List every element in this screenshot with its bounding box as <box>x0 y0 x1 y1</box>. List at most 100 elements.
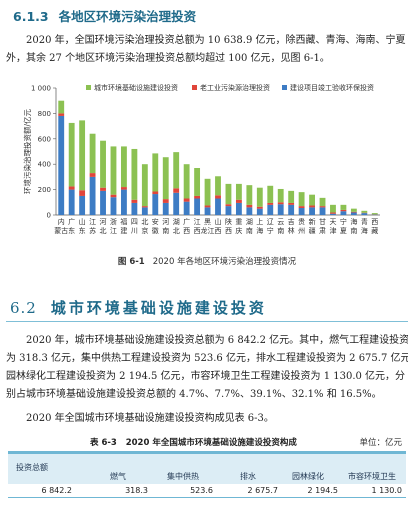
bar-segment <box>319 207 326 215</box>
bar-segment <box>110 194 117 198</box>
investment-paragraph: 2020 年，城市环境基础设施建设投资总额为 6 842.2 亿元。其中，燃气工… <box>6 332 408 404</box>
x-tick-label: 南 <box>162 226 169 235</box>
legend-swatch <box>282 85 287 90</box>
x-tick-label: 宁 <box>267 226 274 235</box>
x-tick-label: 藏 <box>371 226 378 235</box>
section-heading-6-2: 6.2 城市环境基础设施建设投资 <box>10 297 267 318</box>
bar-segment <box>110 197 117 215</box>
bar-segment <box>350 211 357 213</box>
bar-segment <box>68 186 75 190</box>
table-row: 6 842.2 318.3 523.6 2 675.7 2 194.5 1 13… <box>8 484 406 498</box>
y-tick-label: 200 <box>38 186 51 194</box>
bar-segment <box>309 205 315 208</box>
bar-segment <box>319 197 326 207</box>
table-top-rule <box>8 451 406 454</box>
bar-segment <box>58 100 65 114</box>
x-tick-label: 京 <box>141 226 148 235</box>
section-number: 6.2 <box>10 299 37 317</box>
bar-segment <box>371 213 378 215</box>
bar-segment <box>235 183 242 200</box>
table-number: 表 6-3 <box>90 438 117 448</box>
x-tick-label: 山 <box>79 217 86 226</box>
y-tick-label: 1 000 <box>31 85 51 93</box>
x-tick-label: 龙江 <box>201 226 215 235</box>
x-tick-label: 东 <box>79 226 86 235</box>
x-tick-label: 疆 <box>309 227 316 235</box>
bar-segment <box>152 153 159 192</box>
bar-segment <box>152 194 159 215</box>
x-tick-label: 贵 <box>298 217 305 226</box>
bar-segment <box>131 199 138 203</box>
bar-segment <box>173 152 180 189</box>
bar-segment <box>152 191 159 195</box>
x-tick-label: 西 <box>215 227 222 235</box>
x-tick-label: 北 <box>173 227 180 235</box>
x-tick-label: 江 <box>89 218 96 226</box>
paragraph-line: 2020 年，全国环境污染治理投资总额为 10 638.9 亿元，除西藏、青海、… <box>26 35 406 46</box>
bar-segment <box>121 146 127 188</box>
stacked-bar-chart: 环境污染治理投资额/亿元 0 200 400 600 800 1 000 城市环境基础设施建设… <box>22 83 380 235</box>
bar-segment <box>350 212 357 215</box>
x-tick-label: 吉 <box>288 218 295 226</box>
legend-swatch <box>86 85 91 90</box>
x-tick-label: 江 <box>110 227 117 235</box>
y-tick-label: 0 <box>47 212 51 220</box>
bar-segment <box>225 183 232 205</box>
bar-segment <box>58 115 65 215</box>
bar-segment <box>79 190 86 196</box>
x-tick-label: 北 <box>141 218 148 226</box>
x-tick-label: 建 <box>120 226 127 235</box>
x-tick-label: 湖 <box>246 217 253 226</box>
bar-segment <box>330 213 336 215</box>
x-tick-label: 云 <box>277 218 284 226</box>
bar-segment <box>267 204 274 215</box>
paragraph-line: 2020 年，城市环境基础设施建设投资总额为 6 842.2 亿元。其中，燃气工… <box>26 335 408 346</box>
legend-label: 建设项目竣工验收环保投资 <box>290 83 374 92</box>
x-tick-label: 夏 <box>340 227 347 235</box>
bar-segment <box>110 146 117 195</box>
x-tick-label: 西 <box>194 227 201 235</box>
x-tick-label: 广 <box>183 217 190 226</box>
bar-segment <box>267 202 274 205</box>
bar-segment <box>298 192 305 207</box>
x-tick-label: 津 <box>329 227 336 235</box>
legend-swatch <box>192 85 197 90</box>
bar-segment <box>340 211 347 215</box>
bar-segment <box>235 202 242 215</box>
bar-segment <box>225 206 232 215</box>
bar-segment <box>68 189 75 215</box>
bar-segment <box>194 168 201 196</box>
bar-segment <box>121 189 127 215</box>
figure-caption: 图 6-1 2020 年各地区环境污染治理投资情况 <box>0 255 414 267</box>
bar-segment <box>100 187 106 191</box>
table-header-cell: 园林绿化 <box>292 472 324 481</box>
bar-segment <box>183 164 190 199</box>
x-tick-label: 湖 <box>173 217 180 226</box>
bar-segment <box>79 120 86 191</box>
bar-segment <box>204 205 211 208</box>
bar-segment <box>89 173 96 177</box>
x-tick-label: 山 <box>215 217 222 226</box>
intro-paragraph: 2020 年，全国环境污染治理投资总额为 10 638.9 亿元，除西藏、青海、… <box>6 32 408 68</box>
x-tick-label: 南 <box>277 226 284 235</box>
paragraph-line: 外，其余 27 个地区环境污染治理投资总额均超过 100 亿元，见图 6-1。 <box>6 53 330 64</box>
table-caption-text: 2020 年全国城市环境基础设施建设投资构成 <box>125 438 297 448</box>
y-axis-title: 环境污染治理投资额/亿元 <box>22 108 32 194</box>
bar-segment <box>162 199 169 203</box>
x-tick-label: 上 <box>256 217 263 226</box>
legend-label: 城市环境基础设施建设投资 <box>94 83 178 92</box>
bar-segment <box>131 148 138 200</box>
bar-segment <box>277 188 284 203</box>
bar-segment <box>235 199 242 203</box>
x-tick-label: 福 <box>120 217 127 226</box>
bar-segment <box>183 201 190 215</box>
table-cell: 2 675.7 <box>247 486 278 495</box>
bar-segment <box>319 206 326 208</box>
x-tick-label: 庆 <box>235 226 242 235</box>
x-tick-label: 肃 <box>319 226 326 235</box>
bar-segment <box>309 194 315 206</box>
x-tick-label: 四 <box>131 218 138 226</box>
bar-segment <box>68 122 75 187</box>
figure-caption-text: 2020 年各地区环境污染治理投资情况 <box>152 257 297 267</box>
table-cell: 523.6 <box>190 486 213 495</box>
